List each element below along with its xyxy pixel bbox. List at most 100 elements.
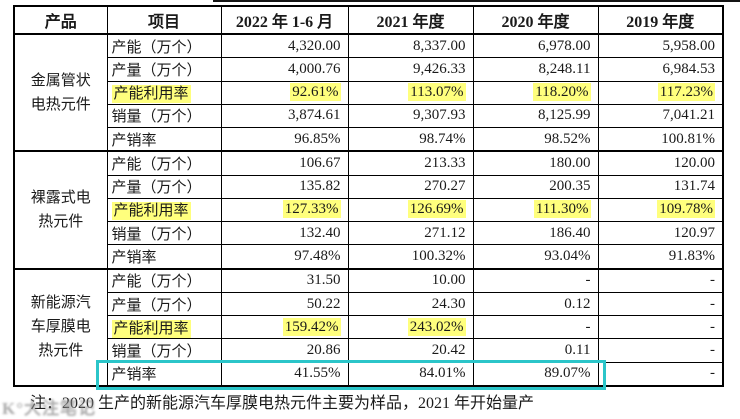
- value-cell: 109.78%: [597, 197, 724, 223]
- value-cell: 98.74%: [347, 127, 474, 152]
- table-row: 金属管状电热元件 产能（万个） 4,320.00 8,337.00 6,978.…: [13, 32, 724, 152]
- column-header-2021: 2021 年度: [347, 5, 474, 35]
- value-cell: 117.23%: [597, 80, 724, 105]
- value-cell: 20.42: [347, 338, 474, 363]
- value-cell: 92.61%: [220, 80, 349, 105]
- value-cell: -: [597, 315, 724, 340]
- value-cell: 20.86: [220, 338, 349, 363]
- column-header-2019: 2019 年度: [597, 5, 724, 35]
- yellow-highlight: 产能利用率: [111, 319, 191, 338]
- value-cell: 84.01%: [347, 361, 474, 387]
- yellow-highlight: 117.23%: [657, 83, 715, 102]
- value-cell: 4,000.76: [220, 57, 349, 82]
- yellow-highlight: 159.42%: [282, 317, 341, 336]
- yellow-highlight: 118.20%: [533, 83, 591, 102]
- value-cell: 6,984.53: [597, 57, 724, 82]
- value-cell: 132.40: [220, 221, 349, 246]
- row-label: 产能（万个）: [106, 267, 222, 293]
- yellow-highlight: 92.61%: [290, 83, 341, 102]
- value-cell: 3,874.61: [220, 103, 349, 129]
- yellow-highlight: 111.30%: [533, 200, 591, 219]
- value-cell: 7,041.21: [597, 103, 724, 129]
- yellow-highlight: 127.33%: [282, 200, 341, 219]
- table-row: 产销率 97.48% 100.32% 93.04% 91.83%: [14, 244, 724, 270]
- value-cell: 97.48%: [220, 244, 349, 270]
- table-row: 销量（万个） 20.86 20.42 0.11 -: [14, 338, 724, 363]
- value-cell: 270.27: [347, 174, 474, 199]
- crop-artifact-line: [213, 0, 740, 2]
- value-cell: 213.33: [347, 150, 474, 176]
- value-cell: 131.74: [597, 174, 724, 199]
- table-row: 产销率 96.85% 98.74% 98.52% 100.81%: [14, 127, 724, 152]
- value-cell: -: [472, 267, 599, 293]
- table-row: 销量（万个） 3,874.61 9,307.93 8,125.99 7,041.…: [14, 103, 724, 129]
- table-row: 产能利用率 92.61% 113.07% 118.20% 117.23%: [14, 80, 724, 105]
- row-label: 产量（万个）: [106, 174, 222, 199]
- watermark: K°大注笔记: [2, 399, 97, 418]
- value-cell: 271.12: [347, 221, 474, 246]
- value-cell: 180.00: [472, 150, 599, 176]
- product-cell: 新能源汽车厚膜电热元件: [13, 267, 108, 387]
- value-cell: 100.32%: [347, 244, 474, 270]
- table-row: 销量（万个） 132.40 271.12 186.40 120.97: [14, 221, 724, 246]
- production-capacity-table: 产品 项目 2022 年 1-6 月 2021 年度 2020 年度 2019 …: [13, 5, 724, 387]
- row-label: 产销率: [106, 244, 222, 270]
- column-header-2022h1: 2022 年 1-6 月: [220, 5, 349, 35]
- row-label: 产量（万个）: [106, 57, 222, 82]
- table-row: 产能利用率 127.33% 126.69% 111.30% 109.78%: [14, 197, 724, 223]
- value-cell: 243.02%: [347, 315, 474, 340]
- product-cell: 金属管状电热元件: [13, 32, 108, 152]
- yellow-highlight: 243.02%: [407, 317, 466, 336]
- value-cell: 98.52%: [472, 127, 599, 152]
- value-cell: 9,426.33: [347, 57, 474, 82]
- table-row: 产量（万个） 135.82 270.27 200.35 131.74: [14, 174, 724, 199]
- value-cell: -: [597, 267, 724, 293]
- value-cell: 24.30: [347, 291, 474, 317]
- row-label: 产销率: [106, 361, 222, 387]
- value-cell: 8,337.00: [347, 33, 474, 59]
- value-cell: 91.83%: [597, 244, 724, 270]
- value-cell: 186.40: [472, 221, 599, 246]
- value-cell: 113.07%: [347, 80, 474, 105]
- value-cell: 96.85%: [220, 127, 349, 152]
- table-row: 产量（万个） 4,000.76 9,426.33 8,248.11 6,984.…: [14, 57, 724, 82]
- value-cell: 31.50: [220, 267, 349, 293]
- value-cell: 126.69%: [347, 197, 474, 223]
- value-cell: 89.07%: [472, 361, 599, 387]
- value-cell: 8,248.11: [472, 57, 599, 82]
- value-cell: 50.22: [220, 291, 349, 317]
- row-label: 产能利用率: [106, 197, 222, 223]
- value-cell: 5,958.00: [597, 33, 724, 59]
- value-cell: 159.42%: [220, 315, 349, 340]
- value-cell: 118.20%: [472, 80, 599, 105]
- value-cell: 4,320.00: [220, 33, 349, 59]
- footnote: 注：2020 生产的新能源汽车厚膜电热元件主要为样品，2021 年开始量产: [30, 395, 535, 412]
- value-cell: 200.35: [472, 174, 599, 199]
- value-cell: -: [597, 338, 724, 363]
- value-cell: -: [597, 291, 724, 317]
- value-cell: 100.81%: [597, 127, 724, 152]
- row-label: 产能（万个）: [106, 33, 222, 59]
- row-label: 产能（万个）: [106, 150, 222, 176]
- table-row: 产销率 41.55% 84.01% 89.07% -: [14, 361, 724, 387]
- value-cell: 0.11: [472, 338, 599, 363]
- row-label: 产能利用率: [106, 315, 222, 340]
- yellow-highlight: 产能利用率: [111, 202, 191, 221]
- table-row: 裸露式电热元件 产能（万个） 106.67 213.33 180.00 120.…: [13, 150, 724, 270]
- value-cell: 0.12: [472, 291, 599, 317]
- yellow-highlight: 109.78%: [657, 200, 715, 219]
- header-row: 产品 项目 2022 年 1-6 月 2021 年度 2020 年度 2019 …: [13, 5, 724, 35]
- row-label: 产量（万个）: [106, 291, 222, 317]
- value-cell: 6,978.00: [472, 33, 599, 59]
- column-header-item: 项目: [106, 5, 222, 35]
- value-cell: 9,307.93: [347, 103, 474, 129]
- value-cell: 120.97: [597, 221, 724, 246]
- product-cell: 裸露式电热元件: [13, 150, 108, 270]
- value-cell: 106.67: [220, 150, 349, 176]
- value-cell: 120.00: [597, 150, 724, 176]
- value-cell: 111.30%: [472, 197, 599, 223]
- value-cell: 8,125.99: [472, 103, 599, 129]
- column-header-2020: 2020 年度: [472, 5, 599, 35]
- value-cell: 127.33%: [220, 197, 349, 223]
